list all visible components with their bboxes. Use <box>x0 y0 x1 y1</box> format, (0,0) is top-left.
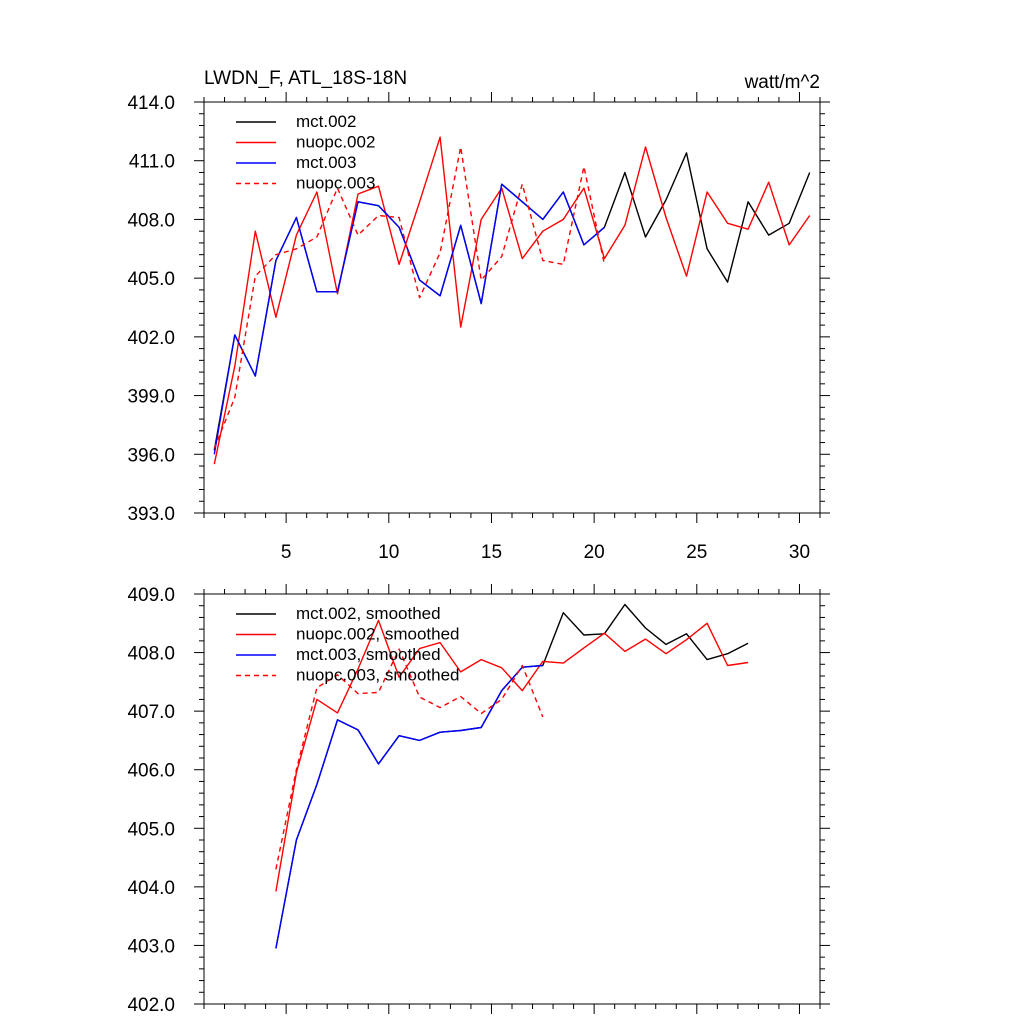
x-tick-label: 25 <box>686 542 707 563</box>
series-line <box>213 183 605 455</box>
legend-label: nuopc.002 <box>296 133 375 152</box>
legend-label: mct.002 <box>296 112 356 131</box>
y-tick-label: 402.0 <box>127 995 175 1016</box>
y-tick-label: 408.0 <box>127 644 175 665</box>
series-line <box>275 648 544 870</box>
legend-label: mct.003, smoothed <box>296 645 441 664</box>
bottom-panel: 402.0 403.0 404.0 405.0 406.0 407.0 408.0 409.0… <box>127 584 830 1016</box>
y-tick-label: 393.0 <box>127 504 175 525</box>
x-tick-label: 15 <box>481 542 502 563</box>
y-tick-label: 399.0 <box>127 387 175 408</box>
legend-label: mct.002, smoothed <box>296 604 441 623</box>
legend-label: nuopc.003 <box>296 174 375 193</box>
legend-label: mct.003 <box>296 153 356 172</box>
series-line <box>213 152 811 451</box>
series-line <box>213 146 606 449</box>
y-tick-label: 396.0 <box>127 445 175 466</box>
y-tick-label: 403.0 <box>127 936 175 957</box>
y-tick-label: 407.0 <box>127 702 175 723</box>
series-line <box>275 664 543 949</box>
x-tick-label: 30 <box>789 542 810 563</box>
y-tick-label: 411.0 <box>129 152 175 173</box>
y-tick-label: 406.0 <box>127 761 175 782</box>
top-panel: LWDN_F, ATL_18S-18N watt/m^2 393.0 396.0 3… <box>127 68 830 563</box>
y-tick-label: 414.0 <box>127 93 175 114</box>
y-tick-label: 408.0 <box>127 210 175 231</box>
chart-title: LWDN_F, ATL_18S-18N <box>204 68 407 89</box>
x-tick-label: 10 <box>378 542 399 563</box>
y-tick-label: 405.0 <box>127 819 175 840</box>
y-tick-label: 402.0 <box>127 328 175 349</box>
x-tick-label: 20 <box>584 542 605 563</box>
legend-label: nuopc.003, smoothed <box>296 666 460 685</box>
y-tick-label: 404.0 <box>127 878 175 899</box>
series-line <box>213 136 811 465</box>
y-tick-label: 409.0 <box>127 585 175 606</box>
units-label: watt/m^2 <box>744 72 820 93</box>
x-tick-label: 5 <box>281 542 292 563</box>
y-tick-label: 405.0 <box>127 269 175 290</box>
legend-label: nuopc.002, smoothed <box>296 625 460 644</box>
